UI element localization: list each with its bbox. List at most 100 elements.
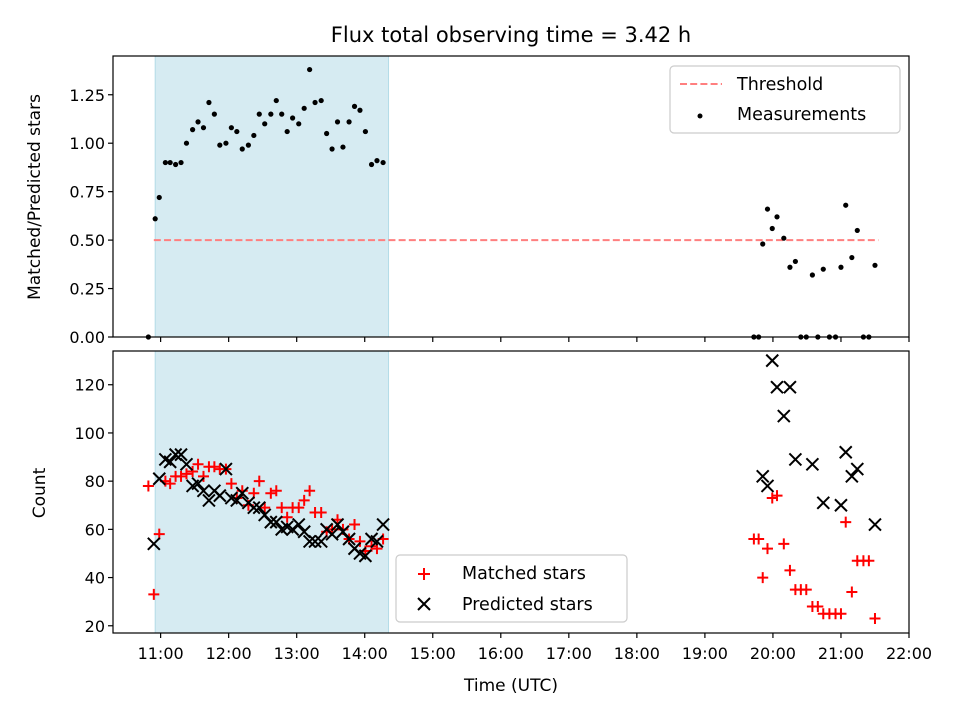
top-ylabel: Matched/Predicted stars <box>25 94 45 300</box>
predicted-star-point <box>845 469 859 484</box>
predicted-star-point <box>816 496 830 510</box>
predicted-star-point <box>163 455 177 469</box>
x-axis-label: Time (UTC) <box>463 676 558 696</box>
top-axes-frame <box>112 55 910 338</box>
predicted-star-point <box>196 484 211 498</box>
predicted-star-point <box>168 447 183 462</box>
measurement-point <box>268 111 274 117</box>
measurement-point <box>234 128 240 135</box>
predicted-star-point <box>805 457 820 471</box>
bottom-y-tick-label: 20 <box>85 617 105 636</box>
matched-star-point <box>276 502 288 514</box>
measurement-point <box>774 214 780 220</box>
measurement-point <box>228 125 234 131</box>
legend-threshold-label: Threshold <box>736 75 823 95</box>
matched-star-point <box>281 511 293 523</box>
measurement-point <box>183 140 190 146</box>
measurement-point <box>764 206 771 212</box>
predicted-star-point <box>370 534 384 549</box>
matched-star-point <box>175 470 187 482</box>
predicted-star-point <box>765 353 779 368</box>
top-y-tick-label: 0.50 <box>69 231 105 250</box>
measurement-point <box>256 111 262 117</box>
matched-star-point <box>766 492 778 504</box>
measurement-point <box>872 262 878 268</box>
bottom-y-tick-label: 100 <box>74 424 105 443</box>
legend-predicted-swatch <box>417 597 431 611</box>
measurement-point <box>178 159 184 166</box>
predicted-star-point <box>325 527 339 541</box>
bottom-axes-frame <box>112 350 910 634</box>
x-tick-label: 15:00 <box>410 644 456 663</box>
chart-title: Flux total observing time = 3.42 h <box>331 23 691 47</box>
measurement-point <box>769 225 775 232</box>
measurement-point <box>251 132 257 139</box>
predicted-star-point <box>252 500 266 515</box>
bottom-y-tick-label: 80 <box>85 472 105 491</box>
measurement-point <box>273 97 279 104</box>
predicted-star-point <box>230 493 244 508</box>
matched-star-point <box>846 586 858 598</box>
measurement-point <box>324 130 330 137</box>
bottom-y-tick-label: 40 <box>85 569 105 588</box>
measurement-point <box>318 97 324 104</box>
matched-star-point <box>142 480 154 492</box>
matched-star-point <box>800 584 812 596</box>
x-tick-label: 12:00 <box>206 644 252 663</box>
bottom-legend-box <box>395 554 628 623</box>
predicted-star-point <box>358 549 373 563</box>
matched-star-point <box>784 564 796 576</box>
predicted-star-point <box>342 532 356 546</box>
measurement-point <box>290 115 296 121</box>
x-tick-label: 22:00 <box>886 644 932 663</box>
matched-star-point <box>354 535 366 547</box>
matched-star-point <box>771 490 783 502</box>
predicted-star-point <box>269 515 283 529</box>
matched-star-point <box>208 461 220 473</box>
top-y-tick-label: 1.25 <box>69 86 105 105</box>
matched-star-point <box>840 516 852 528</box>
matched-star-point <box>259 502 271 514</box>
matched-star-point <box>812 600 824 612</box>
matched-star-point <box>253 475 265 487</box>
predicted-stars-points <box>147 353 882 563</box>
matched-star-point <box>192 458 204 470</box>
x-tick-label: 14:00 <box>342 644 388 663</box>
x-tick-label: 21:00 <box>818 644 864 663</box>
predicted-star-point <box>760 479 775 493</box>
legend-matched-swatch <box>418 568 430 580</box>
measurement-point <box>223 140 229 146</box>
x-tick-label: 17:00 <box>546 644 592 663</box>
top-panel: 0.00 0.25 0.50 0.75 1.00 1.25 Matched/Predict… <box>25 55 910 347</box>
bottom-y-ticks: 20 40 60 80 100 120 <box>74 376 113 636</box>
top-x-ticks <box>160 337 910 342</box>
matched-star-point <box>304 485 316 497</box>
measurement-point <box>362 128 369 135</box>
matched-star-point <box>869 613 881 625</box>
measurement-point <box>340 144 346 150</box>
predicted-star-point <box>297 525 311 539</box>
matched-star-point <box>835 608 847 620</box>
top-legend: Threshold Measurements <box>669 65 901 134</box>
predicted-star-point <box>330 517 345 532</box>
predicted-star-point <box>376 517 390 532</box>
measurement-point <box>217 142 223 148</box>
matched-star-point <box>187 466 199 478</box>
measurement-point <box>351 103 358 109</box>
predicted-star-point <box>247 500 261 515</box>
measurement-point <box>792 258 798 265</box>
measurement-point <box>760 241 766 247</box>
measurement-point <box>195 119 201 125</box>
predicted-star-point <box>191 476 205 491</box>
measurement-point <box>357 107 363 113</box>
predicted-star-point <box>756 469 770 484</box>
matched-star-point <box>761 543 773 555</box>
predicted-star-point <box>783 380 797 394</box>
legend-measurements-swatch <box>697 113 703 119</box>
predicted-star-point <box>314 534 328 549</box>
matched-star-point <box>225 478 237 490</box>
measurement-point <box>820 266 826 272</box>
measurement-point <box>167 159 173 166</box>
top-y-tick-label: 1.00 <box>69 134 105 153</box>
measurement-point <box>239 146 245 152</box>
